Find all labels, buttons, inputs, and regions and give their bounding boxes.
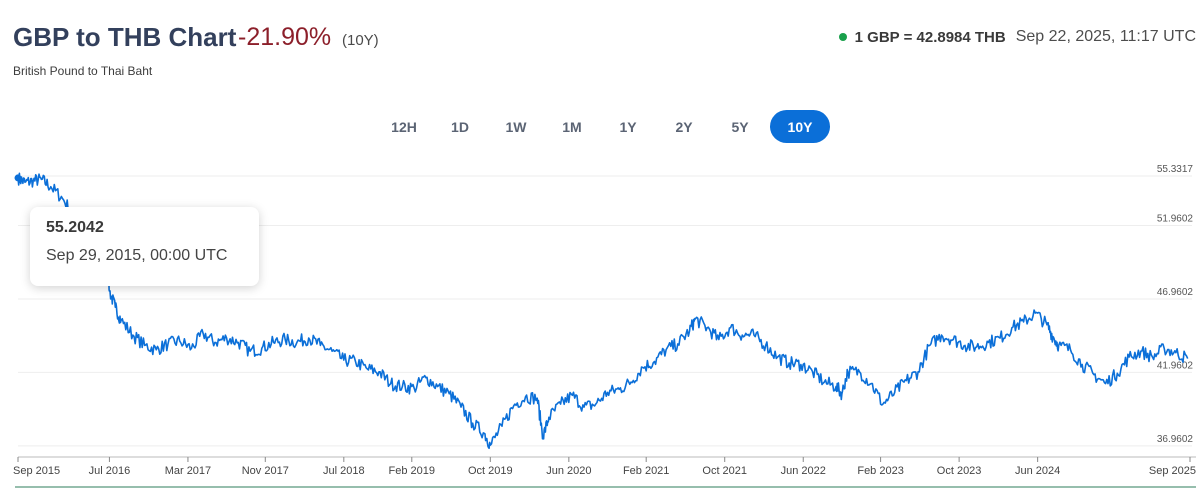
x-tick-label: Oct 2021 <box>702 465 747 477</box>
x-tick-label: Feb 2021 <box>623 465 669 477</box>
x-tick-label: Jun 2024 <box>1015 465 1060 477</box>
x-tick-label: Nov 2017 <box>242 465 289 477</box>
y-tick-label: 36.9602 <box>1157 434 1194 445</box>
x-tick-label: Jun 2020 <box>546 465 591 477</box>
x-tick-label: Oct 2019 <box>468 465 513 477</box>
x-tick-label: Feb 2023 <box>857 465 903 477</box>
range-button-2y[interactable]: 2Y <box>675 118 693 135</box>
range-selector: 12H 1D 1W 1M 1Y 2Y 5Y 10Y <box>378 110 834 143</box>
x-tick-label: Sep 2025 <box>1149 465 1196 477</box>
range-button-1w[interactable]: 1W <box>505 118 527 135</box>
range-button-10y[interactable]: 10Y <box>770 110 830 143</box>
range-button-1d[interactable]: 1D <box>451 118 469 135</box>
range-button-1m[interactable]: 1M <box>562 118 582 135</box>
x-tick-label: Jun 2022 <box>781 465 826 477</box>
chart-header: GBP to THB Chart -21.90% (10Y) <box>13 22 1200 62</box>
percent-change: -21.90% <box>238 23 332 51</box>
change-period: (10Y) <box>342 32 379 49</box>
x-tick-label: Sep 2015 <box>13 465 60 477</box>
y-tick-label: 55.3317 <box>1157 164 1194 175</box>
y-tick-label: 51.9602 <box>1157 214 1194 225</box>
x-tick-label: Feb 2019 <box>389 465 435 477</box>
current-rate: 1 GBP = 42.8984 THB <box>854 28 1006 46</box>
range-button-12h[interactable]: 12H <box>391 118 417 135</box>
hover-point <box>14 174 22 182</box>
price-chart[interactable]: 55.3317 51.9602 46.9602 41.9602 36.9602 Sep 2… <box>0 160 1200 488</box>
range-button-5y[interactable]: 5Y <box>731 118 749 135</box>
page-subtitle: British Pound to Thai Baht <box>13 64 153 78</box>
x-tick-label: Oct 2023 <box>937 465 982 477</box>
tooltip-date: Sep 29, 2015, 00:00 UTC <box>46 247 228 264</box>
page-title: GBP to THB Chart <box>13 22 237 52</box>
x-tick-label: Jul 2016 <box>89 465 131 477</box>
x-tick-label: Jul 2018 <box>323 465 365 477</box>
tooltip-value: 55.2042 <box>46 219 104 236</box>
y-tick-label: 46.9602 <box>1157 287 1194 298</box>
live-dot-icon <box>838 33 847 41</box>
range-button-1y[interactable]: 1Y <box>619 118 637 135</box>
y-tick-label: 41.9602 <box>1157 360 1194 371</box>
rate-timestamp: Sep 22, 2025, 11:17 UTC <box>1015 28 1196 45</box>
price-line <box>17 172 1189 450</box>
live-rate: 1 GBP = 42.8984 THB Sep 22, 2025, 11:17 … <box>838 27 1196 47</box>
x-tick-label: Mar 2017 <box>165 465 211 477</box>
chart-tooltip: 55.2042 Sep 29, 2015, 00:00 UTC <box>30 207 259 286</box>
